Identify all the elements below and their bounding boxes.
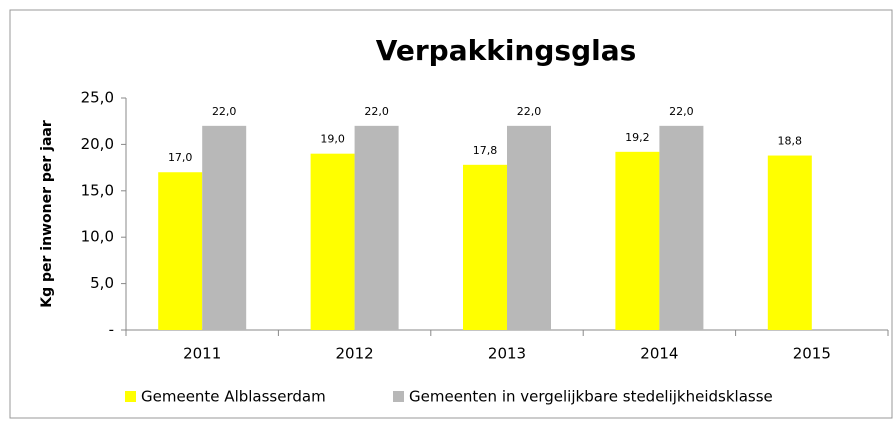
- bar: [507, 125, 551, 330]
- x-tick-label: 2012: [336, 345, 374, 363]
- legend-swatch: [125, 391, 136, 402]
- value-label: 22,0: [669, 105, 694, 118]
- y-tick-label: 20,0: [81, 135, 114, 153]
- bar: [202, 125, 247, 330]
- value-label: 22,0: [364, 105, 389, 118]
- bar: [158, 172, 203, 330]
- y-tick-label: 10,0: [81, 228, 114, 246]
- chart-title: Verpakkingsglas: [376, 34, 637, 67]
- y-tick-label: 25,0: [81, 89, 114, 107]
- legend-label: Gemeente Alblasserdam: [141, 388, 326, 406]
- y-tick-label: 5,0: [90, 274, 114, 292]
- legend-swatch: [393, 391, 404, 402]
- x-tick-label: 2013: [488, 345, 526, 363]
- legend-label: Gemeenten in vergelijkbare stedelijkheid…: [409, 388, 773, 406]
- bar: [659, 125, 704, 330]
- bar: [310, 153, 355, 330]
- bar: [463, 164, 507, 330]
- bar: [767, 155, 812, 330]
- bar: [615, 151, 660, 330]
- value-label: 17,8: [473, 144, 498, 157]
- value-label: 17,0: [168, 151, 193, 164]
- value-label: 22,0: [517, 105, 542, 118]
- value-label: 19,2: [625, 131, 650, 144]
- y-axis-label: Kg per inwoner per jaar: [39, 120, 55, 308]
- value-label: 18,8: [778, 135, 803, 148]
- chart-frame: [9, 9, 893, 419]
- value-label: 19,0: [320, 133, 345, 146]
- x-tick-label: 2011: [183, 345, 221, 363]
- x-tick-label: 2015: [793, 345, 831, 363]
- bar: [354, 125, 399, 330]
- y-tick-label: 15,0: [81, 181, 114, 199]
- y-tick-label: -: [109, 321, 114, 339]
- x-tick-label: 2014: [640, 345, 678, 363]
- value-label: 22,0: [212, 105, 237, 118]
